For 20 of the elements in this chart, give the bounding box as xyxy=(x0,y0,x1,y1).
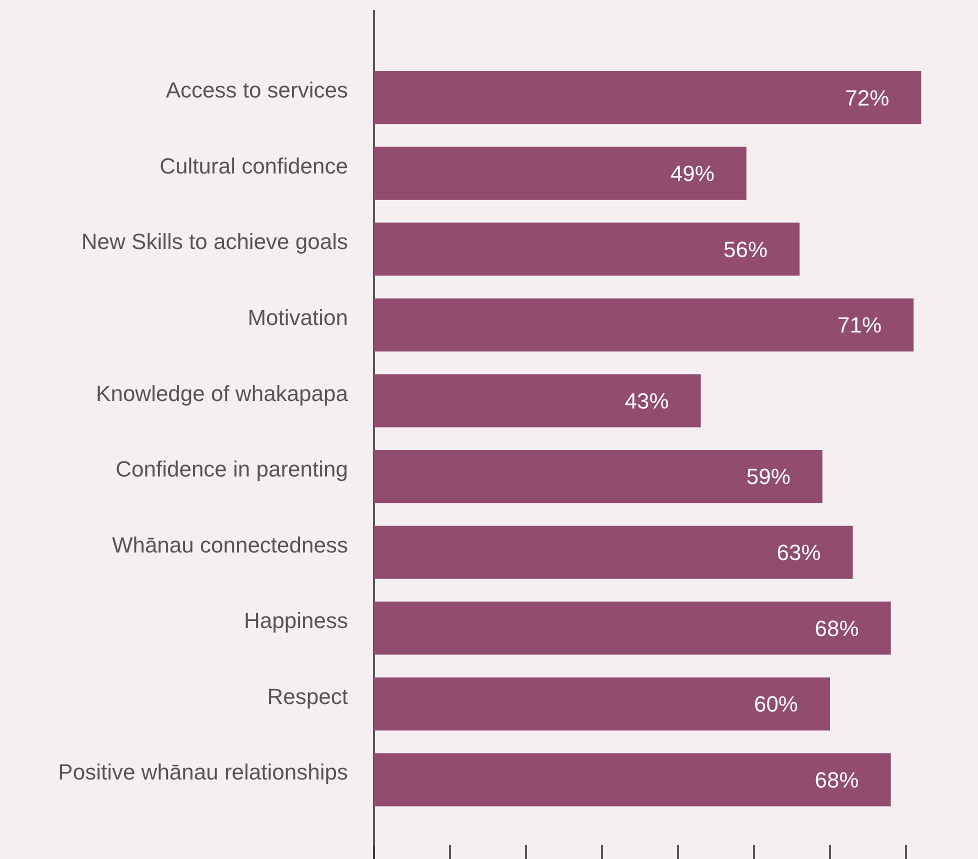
data-label: 60% xyxy=(754,692,798,717)
y-tick-label: Motivation xyxy=(248,304,348,330)
data-label: 68% xyxy=(814,616,859,641)
data-label: 59% xyxy=(746,464,790,490)
y-tick-label: Happiness xyxy=(244,608,348,634)
data-label: 43% xyxy=(624,388,669,414)
y-tick-label: Confidence in parenting xyxy=(116,456,348,482)
y-tick-label: Access to services xyxy=(166,78,348,103)
data-label: 63% xyxy=(776,540,821,566)
y-tick-label: New Skills to achieve goals xyxy=(81,229,348,254)
data-label: 71% xyxy=(838,312,882,338)
y-tick-label: Positive whānau relationships xyxy=(58,760,348,785)
y-tick-label: Cultural confidence xyxy=(160,153,348,178)
y-tick-label: Whānau connectedness xyxy=(112,532,348,558)
data-label: 49% xyxy=(670,161,714,186)
data-label: 68% xyxy=(814,767,859,792)
data-label: 56% xyxy=(724,236,768,262)
y-tick-label: Knowledge of whakapapa xyxy=(96,380,349,406)
data-label: 72% xyxy=(845,85,890,110)
y-tick-label: Respect xyxy=(267,684,348,709)
